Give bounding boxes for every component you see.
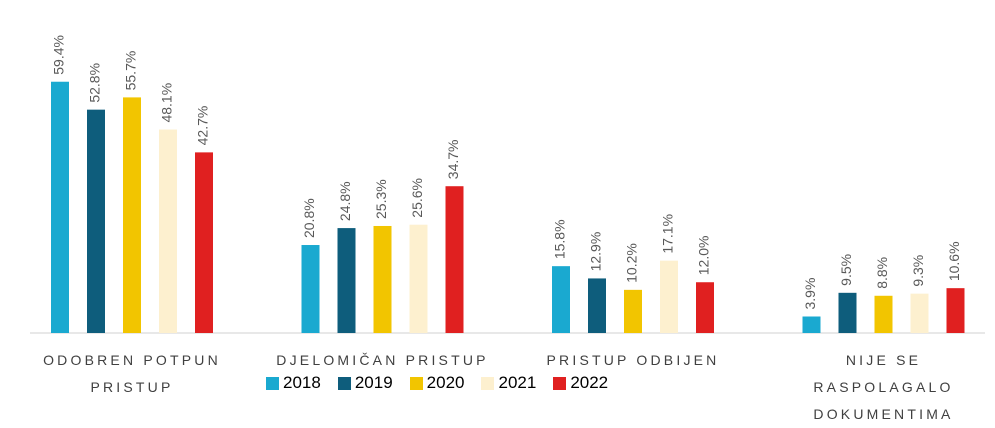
legend-item: 2020 (409, 373, 465, 393)
value-label: 42.7% (195, 106, 211, 146)
value-label: 10.2% (624, 243, 640, 283)
legend-swatch (266, 376, 279, 390)
legend-label: 2019 (354, 373, 393, 392)
value-label: 25.3% (373, 179, 389, 219)
bar (337, 228, 356, 333)
value-label: 12.9% (588, 232, 604, 272)
value-label: 8.8% (874, 257, 890, 289)
bar (445, 186, 464, 333)
bar (838, 292, 857, 333)
legend: 2018 2019 2020 2021 2022 (266, 373, 625, 393)
legend-item: 2019 (337, 373, 393, 393)
bar (696, 282, 714, 333)
legend-item: 2018 (266, 373, 321, 393)
legend-swatch (337, 376, 351, 390)
bar (301, 245, 320, 333)
value-label: 55.7% (123, 51, 139, 91)
value-label: 34.7% (445, 140, 461, 180)
bar (802, 316, 821, 333)
category-label: PRISTUP ODBIJEN (546, 352, 720, 368)
value-label: 25.6% (409, 178, 425, 218)
bar (910, 293, 929, 333)
bar (946, 288, 965, 333)
bar (51, 81, 69, 333)
value-label: 52.8% (87, 63, 103, 103)
value-label: 9.5% (838, 254, 854, 286)
bar (874, 295, 893, 333)
legend-label: 2018 (283, 373, 321, 392)
value-label: 12.0% (696, 236, 712, 276)
value-label: 59.4% (51, 35, 67, 75)
bar (195, 152, 213, 333)
legend-label: 2021 (498, 373, 537, 392)
bar (123, 97, 141, 333)
legend-swatch (553, 376, 567, 390)
value-label: 17.1% (660, 214, 676, 254)
value-label: 20.8% (301, 198, 317, 238)
value-label: 24.8% (337, 181, 353, 221)
bar (159, 129, 177, 333)
legend-swatch (481, 376, 495, 390)
bar (87, 109, 105, 333)
legend-label: 2020 (426, 373, 465, 392)
category-label: ODOBREN POTPUN PRISTUP (43, 352, 221, 395)
value-label: 9.3% (910, 255, 926, 287)
legend-item: 2022 (553, 373, 608, 393)
value-label: 10.6% (946, 241, 962, 281)
category-label: DJELOMIČAN PRISTUP (276, 352, 489, 368)
value-label: 3.9% (802, 278, 818, 310)
value-label: 48.1% (159, 83, 175, 123)
bar (409, 224, 428, 333)
bar (552, 266, 570, 333)
legend-swatch (409, 376, 423, 390)
legend-item: 2021 (481, 373, 536, 393)
value-label: 15.8% (552, 219, 568, 259)
bar (624, 289, 642, 333)
legend-label: 2022 (570, 373, 609, 392)
bar (588, 278, 606, 333)
category-label: NIJE SE RASPOLAGALO DOKUMENTIMA (813, 352, 954, 422)
bar (660, 260, 678, 333)
bar (373, 225, 392, 333)
